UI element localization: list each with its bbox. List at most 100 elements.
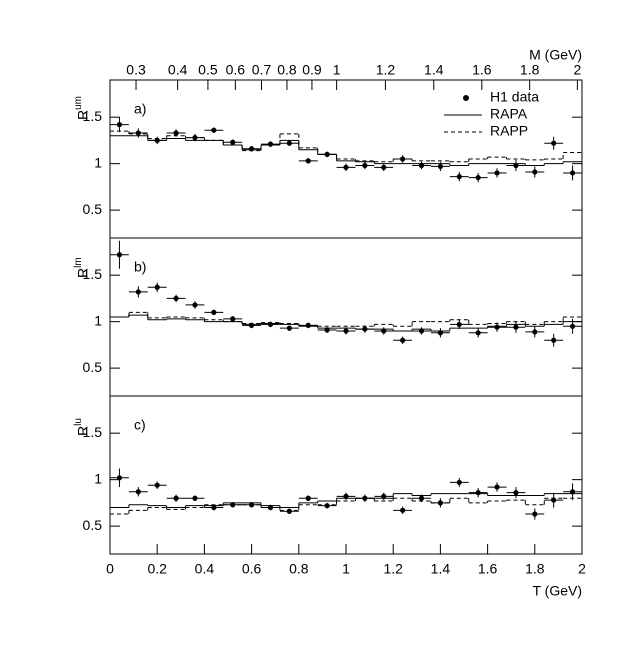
- panel-marks: [110, 240, 582, 347]
- panel-label: b): [134, 259, 146, 275]
- x-tick-label: 0.8: [289, 561, 309, 577]
- x-tick-label: 2: [578, 561, 586, 577]
- data-point: [569, 170, 576, 176]
- panel-marks: [110, 117, 582, 183]
- data-point: [267, 141, 274, 147]
- data-point: [135, 489, 141, 495]
- y-tick-label: 1.5: [83, 266, 103, 282]
- data-point: [569, 323, 576, 329]
- data-point: [173, 130, 179, 136]
- y-axis-label-sup: lu: [73, 418, 84, 426]
- data-point: [286, 140, 292, 146]
- data-point: [475, 490, 481, 496]
- x2-tick-label: 0.4: [168, 62, 188, 78]
- y-axis-label: Rlu: [73, 418, 91, 436]
- x2-tick-label: 0.8: [277, 62, 297, 78]
- x-tick-label: 1.6: [478, 561, 498, 577]
- y-tick-label: 0.5: [83, 201, 103, 217]
- x2-tick-label: 1.8: [520, 62, 540, 78]
- data-point: [418, 162, 425, 169]
- x2-tick-label: 0.5: [198, 62, 218, 78]
- data-point: [324, 503, 330, 509]
- data-point: [456, 321, 462, 328]
- x-tick-label: 1.2: [383, 561, 403, 577]
- y-tick-label: 1.5: [83, 424, 103, 440]
- data-point: [437, 330, 443, 336]
- data-point: [211, 504, 217, 511]
- data-point: [551, 337, 557, 343]
- data-point: [513, 324, 519, 330]
- x-tick-label: 1: [342, 561, 350, 577]
- data-point: [513, 162, 519, 169]
- legend-label: RAPP: [490, 123, 528, 139]
- data-point: [305, 158, 311, 164]
- data-point: [211, 309, 217, 315]
- x2-tick-label: 1.6: [472, 62, 492, 78]
- data-point: [173, 295, 179, 302]
- data-point: [173, 495, 179, 501]
- data-point: [154, 284, 160, 290]
- x-tick-label: 1.8: [525, 561, 545, 577]
- data-point: [116, 475, 123, 481]
- data-point: [381, 493, 387, 499]
- data-point: [362, 162, 368, 169]
- x2-tick-label: 2: [573, 62, 581, 78]
- y-tick-label: 1.5: [83, 108, 103, 124]
- legend-marker: [463, 95, 469, 101]
- data-point: [475, 330, 481, 336]
- data-point: [532, 511, 538, 517]
- x2-tick-label: 0.7: [252, 62, 272, 78]
- data-point: [437, 163, 443, 170]
- x-tick-label: 0.2: [147, 561, 167, 577]
- data-point: [343, 493, 349, 499]
- data-point: [551, 140, 557, 146]
- x-axis-label: T (GeV): [532, 583, 582, 599]
- data-point: [494, 170, 500, 176]
- panel-label: c): [134, 417, 146, 433]
- x-tick-label: 0.6: [242, 561, 262, 577]
- data-point: [286, 325, 292, 331]
- data-point: [418, 328, 425, 334]
- y-tick-label: 1: [94, 154, 102, 170]
- data-point: [494, 324, 500, 330]
- data-point: [532, 169, 538, 175]
- data-point: [400, 507, 406, 513]
- panel-label: a): [134, 101, 146, 117]
- y-tick-label: 0.5: [83, 517, 103, 533]
- y-axis-label-sup: um: [73, 96, 84, 110]
- data-point: [343, 164, 349, 170]
- data-point: [135, 130, 141, 136]
- x2-tick-label: 1.4: [424, 62, 444, 78]
- data-point: [192, 495, 198, 501]
- data-point: [230, 316, 236, 322]
- data-point: [324, 327, 330, 333]
- legend-label: RAPA: [490, 106, 528, 122]
- data-point: [135, 289, 141, 295]
- data-point: [230, 139, 236, 145]
- y-tick-label: 1: [94, 470, 102, 486]
- x2-tick-label: 0.3: [126, 62, 146, 78]
- x2-tick-label: 0.6: [226, 62, 246, 78]
- data-point: [551, 497, 557, 503]
- data-point: [116, 252, 123, 258]
- x-tick-label: 0: [106, 561, 114, 577]
- legend-label: H1 data: [490, 89, 539, 105]
- data-point: [116, 122, 123, 128]
- data-point: [532, 329, 538, 335]
- data-point: [418, 495, 425, 501]
- data-point: [381, 164, 387, 170]
- data-point: [569, 489, 576, 495]
- y-tick-label: 1: [94, 312, 102, 328]
- data-point: [475, 174, 481, 181]
- panel-frame: [109, 395, 583, 555]
- data-point: [343, 328, 349, 334]
- panel-marks: [110, 468, 582, 520]
- data-point: [154, 482, 160, 488]
- data-point: [211, 127, 217, 133]
- data-point: [305, 495, 311, 501]
- x2-axis-label: M (GeV): [529, 47, 582, 63]
- data-point: [513, 490, 519, 496]
- data-point: [494, 484, 500, 490]
- data-point: [456, 174, 462, 180]
